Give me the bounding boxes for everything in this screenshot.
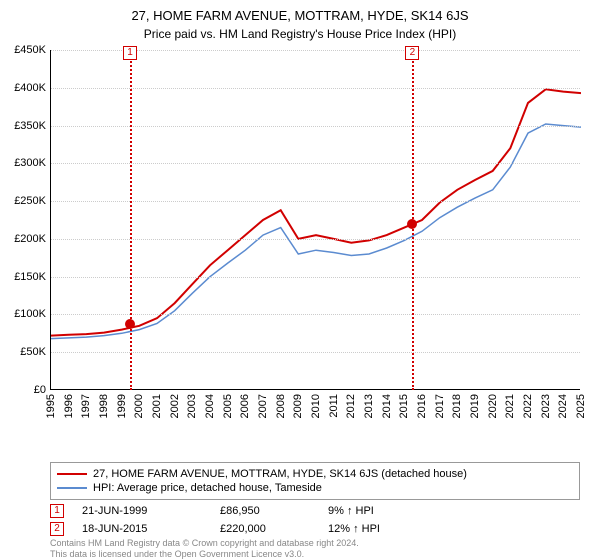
- y-axis-label: £100K: [0, 308, 46, 320]
- y-axis-label: £450K: [0, 44, 46, 56]
- x-axis-label: 2022: [522, 394, 534, 418]
- transaction-marker-icon: 2: [50, 522, 64, 536]
- legend-label: HPI: Average price, detached house, Tame…: [93, 482, 322, 494]
- x-axis-label: 1999: [116, 394, 128, 418]
- x-axis-label: 1995: [45, 394, 57, 418]
- x-axis-label: 2006: [239, 394, 251, 418]
- x-axis-label: 2025: [575, 394, 587, 418]
- x-axis-label: 2021: [504, 394, 516, 418]
- y-axis-label: £0: [0, 384, 46, 396]
- transaction-pct: 12% ↑ HPI: [328, 523, 428, 535]
- legend-label: 27, HOME FARM AVENUE, MOTTRAM, HYDE, SK1…: [93, 468, 467, 480]
- transaction-row: 2 18-JUN-2015 £220,000 12% ↑ HPI: [50, 520, 580, 538]
- x-axis-label: 1998: [98, 394, 110, 418]
- transaction-date: 21-JUN-1999: [82, 505, 202, 517]
- y-axis-label: £50K: [0, 346, 46, 358]
- y-axis-label: £300K: [0, 157, 46, 169]
- legend-item: 27, HOME FARM AVENUE, MOTTRAM, HYDE, SK1…: [57, 467, 573, 481]
- x-axis-label: 2009: [292, 394, 304, 418]
- x-axis-label: 2023: [540, 394, 552, 418]
- x-axis-label: 2013: [363, 394, 375, 418]
- x-axis-label: 2018: [451, 394, 463, 418]
- x-axis-label: 1996: [63, 394, 75, 418]
- plot-region: £0£50K£100K£150K£200K£250K£300K£350K£400…: [50, 50, 580, 390]
- y-axis-label: £150K: [0, 271, 46, 283]
- x-axis-label: 2001: [151, 394, 163, 418]
- transaction-row: 1 21-JUN-1999 £86,950 9% ↑ HPI: [50, 502, 580, 520]
- y-axis-label: £350K: [0, 120, 46, 132]
- x-axis-label: 2010: [310, 394, 322, 418]
- x-axis-label: 2012: [345, 394, 357, 418]
- x-axis-label: 1997: [80, 394, 92, 418]
- event-marker-icon: 1: [123, 46, 137, 60]
- chart-title: 27, HOME FARM AVENUE, MOTTRAM, HYDE, SK1…: [0, 0, 600, 23]
- event-dot-icon: [125, 319, 135, 329]
- x-axis-label: 2004: [204, 394, 216, 418]
- legend-swatch: [57, 473, 87, 475]
- x-axis-label: 2007: [257, 394, 269, 418]
- footnote-line: Contains HM Land Registry data © Crown c…: [50, 538, 359, 549]
- x-axis-label: 2015: [398, 394, 410, 418]
- transaction-price: £220,000: [220, 523, 310, 535]
- x-axis-label: 2008: [275, 394, 287, 418]
- event-dot-icon: [407, 219, 417, 229]
- chart-area: £0£50K£100K£150K£200K£250K£300K£350K£400…: [50, 50, 580, 420]
- chart-container: 27, HOME FARM AVENUE, MOTTRAM, HYDE, SK1…: [0, 0, 600, 560]
- event-vline: [130, 50, 132, 390]
- transaction-date: 18-JUN-2015: [82, 523, 202, 535]
- x-axis-label: 2014: [381, 394, 393, 418]
- transaction-pct: 9% ↑ HPI: [328, 505, 428, 517]
- y-axis-label: £250K: [0, 195, 46, 207]
- legend-swatch: [57, 487, 87, 489]
- x-axis-label: 2002: [169, 394, 181, 418]
- x-axis-label: 2005: [222, 394, 234, 418]
- y-axis-label: £200K: [0, 233, 46, 245]
- x-axis-label: 2011: [328, 394, 340, 418]
- chart-subtitle: Price paid vs. HM Land Registry's House …: [0, 23, 600, 49]
- x-axis-label: 2019: [469, 394, 481, 418]
- x-axis-label: 2017: [434, 394, 446, 418]
- legend: 27, HOME FARM AVENUE, MOTTRAM, HYDE, SK1…: [50, 462, 580, 500]
- event-marker-icon: 2: [405, 46, 419, 60]
- footnote-line: This data is licensed under the Open Gov…: [50, 549, 359, 560]
- y-axis-label: £400K: [0, 82, 46, 94]
- x-axis-label: 2024: [557, 394, 569, 418]
- legend-item: HPI: Average price, detached house, Tame…: [57, 481, 573, 495]
- x-axis-label: 2003: [186, 394, 198, 418]
- transaction-marker-icon: 1: [50, 504, 64, 518]
- x-axis-label: 2016: [416, 394, 428, 418]
- x-axis-label: 2000: [133, 394, 145, 418]
- footnote: Contains HM Land Registry data © Crown c…: [50, 538, 359, 560]
- transaction-table: 1 21-JUN-1999 £86,950 9% ↑ HPI 2 18-JUN-…: [50, 502, 580, 538]
- x-axis-label: 2020: [487, 394, 499, 418]
- transaction-price: £86,950: [220, 505, 310, 517]
